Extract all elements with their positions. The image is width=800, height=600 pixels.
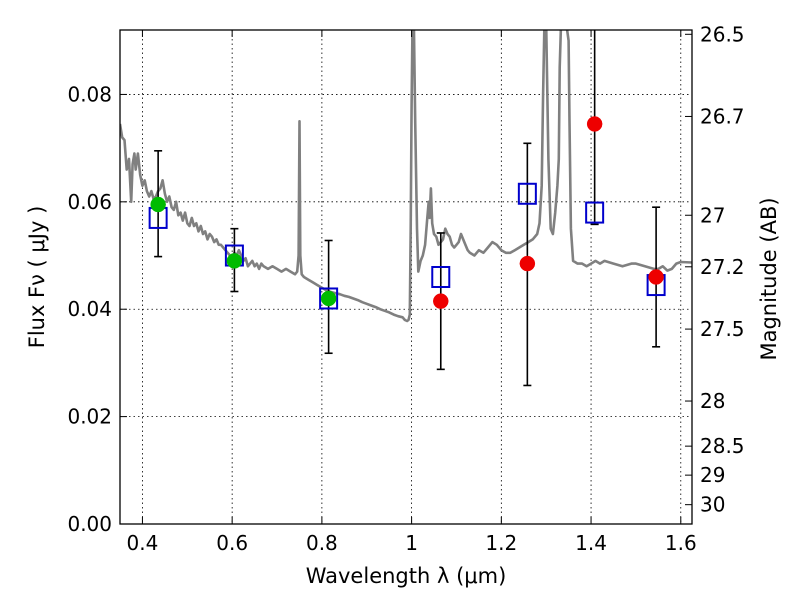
tick-layer: 0.4 0.6 0.8 1 1.2 1.4 1.6 0.00 0.02 0.04 0.06 0.08 2… [67, 22, 744, 555]
right-tick-label: 27.5 [700, 317, 745, 341]
model-square-marker [319, 287, 339, 310]
y-tick-label: 0.08 [67, 82, 112, 106]
y-axis-label: Flux Fν ( μJy ) [25, 206, 49, 349]
spectrum-layer [120, 30, 692, 323]
marker-layer [148, 116, 666, 310]
green-point-marker [320, 290, 337, 307]
right-tick-label: 28 [700, 389, 725, 413]
red-point-marker [586, 116, 603, 132]
x-tick-label: 0.6 [216, 531, 248, 555]
y-tick-label: 0.02 [67, 405, 112, 429]
right-tick-label: 30 [700, 493, 725, 517]
green-point-marker [150, 196, 166, 213]
x-tick-label: 1.2 [485, 531, 517, 555]
right-tick-label: 26.5 [700, 22, 745, 46]
grid-lines [120, 30, 692, 524]
x-tick-label: 1 [405, 531, 418, 555]
plot-frame [119, 29, 693, 525]
red-point-marker [519, 255, 536, 272]
x-tick-label: 0.8 [306, 531, 338, 555]
x-tick-label: 0.4 [127, 531, 159, 555]
green-point-marker [226, 253, 243, 269]
error-bar-layer [154, 30, 661, 387]
x-tick-label: 1.6 [665, 531, 697, 555]
model-square-marker [431, 266, 451, 288]
red-point-marker [648, 269, 664, 285]
right-tick-label: 27 [700, 203, 725, 227]
right-axis-label: Magnitude (AB) [757, 197, 781, 360]
y-tick-label: 0.06 [67, 190, 112, 214]
red-point-marker [433, 293, 449, 309]
right-tick-label: 28.5 [700, 434, 745, 458]
y-tick-label: 0.00 [67, 512, 112, 536]
model-square-marker [517, 182, 537, 205]
right-tick-label: 26.7 [700, 104, 745, 128]
model-square-marker [585, 201, 605, 224]
spectrum-line [120, 30, 692, 323]
right-tick-label: 29 [700, 463, 725, 487]
x-tick-label: 1.4 [575, 531, 607, 555]
y-tick-label: 0.04 [67, 297, 112, 321]
x-axis-label: Wavelength λ (μm) [306, 564, 507, 588]
right-tick-label: 27.2 [700, 255, 745, 279]
